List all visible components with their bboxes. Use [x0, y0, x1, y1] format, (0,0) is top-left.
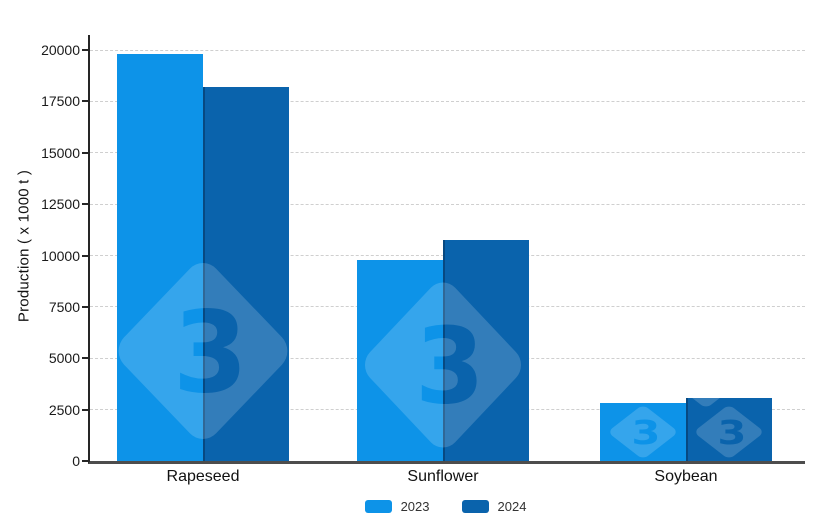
watermark-3-logo: 3 [357, 274, 443, 456]
gridline-12500 [90, 203, 805, 205]
bar-group-rapeseed: 33 [117, 35, 289, 461]
gridline-15000 [90, 152, 805, 154]
y-tick-label-15000: 15000 [41, 144, 80, 161]
watermark-3-logo: 3 [117, 254, 203, 448]
gridline-20000 [90, 49, 805, 51]
bar-rapeseed-2024: 3 [203, 87, 289, 461]
legend: 2023 2024 [88, 497, 803, 515]
watermark-3-logo: 3 [607, 404, 679, 460]
gridline-17500 [90, 100, 805, 102]
y-tick-5000 [82, 357, 90, 360]
bar-group-soybean: 333 [600, 35, 772, 461]
watermark-3-logo: 3 [686, 397, 742, 409]
legend-label-2024: 2024 [497, 498, 527, 514]
legend-item-2024: 2024 [461, 498, 527, 514]
x-category-label-rapeseed: Rapeseed [166, 468, 240, 485]
y-tick-label-7500: 7500 [48, 298, 80, 315]
bar-sunflower-2024: 3 [443, 240, 529, 461]
y-tick-10000 [82, 254, 90, 257]
y-tick-label-2500: 2500 [48, 401, 80, 418]
legend-item-2023: 2023 [364, 498, 430, 514]
y-tick-20000 [82, 49, 90, 51]
watermark-3-logo: 3 [203, 254, 289, 448]
y-tick-2500 [82, 408, 90, 411]
bar-group-sunflower: 33 [357, 35, 529, 461]
x-category-label-sunflower: Sunflower [407, 468, 479, 485]
y-tick-12500 [82, 203, 90, 206]
y-tick-label-17500: 17500 [41, 93, 80, 110]
legend-swatch-2024 [461, 499, 489, 513]
y-tick-label-20000: 20000 [41, 42, 80, 58]
legend-label-2023: 2023 [400, 498, 430, 514]
y-tick-15000 [82, 151, 90, 154]
bar-rapeseed-2023: 3 [117, 54, 203, 461]
y-tick-label-5000: 5000 [48, 350, 80, 367]
watermark-3-logo: 3 [443, 274, 529, 456]
bar-sunflower-2023: 3 [357, 259, 443, 461]
y-tick-0 [82, 460, 90, 462]
y-tick-7500 [82, 305, 90, 308]
y-tick-label-10000: 10000 [41, 247, 80, 264]
watermark-3-logo: 3 [693, 404, 765, 460]
bar-soybean-2024: 33 [686, 397, 772, 461]
y-tick-17500 [82, 100, 90, 103]
y-axis-title: Production ( x 1000 t ) [15, 169, 33, 323]
bar-soybean-2023: 3 [600, 403, 686, 461]
legend-swatch-2023 [364, 499, 392, 513]
y-tick-label-0: 0 [72, 453, 80, 469]
plot-area: 0250050007500100001250015000175002000033… [41, 35, 805, 485]
y-tick-label-12500: 12500 [41, 196, 80, 213]
x-category-label-soybean: Soybean [654, 468, 718, 485]
